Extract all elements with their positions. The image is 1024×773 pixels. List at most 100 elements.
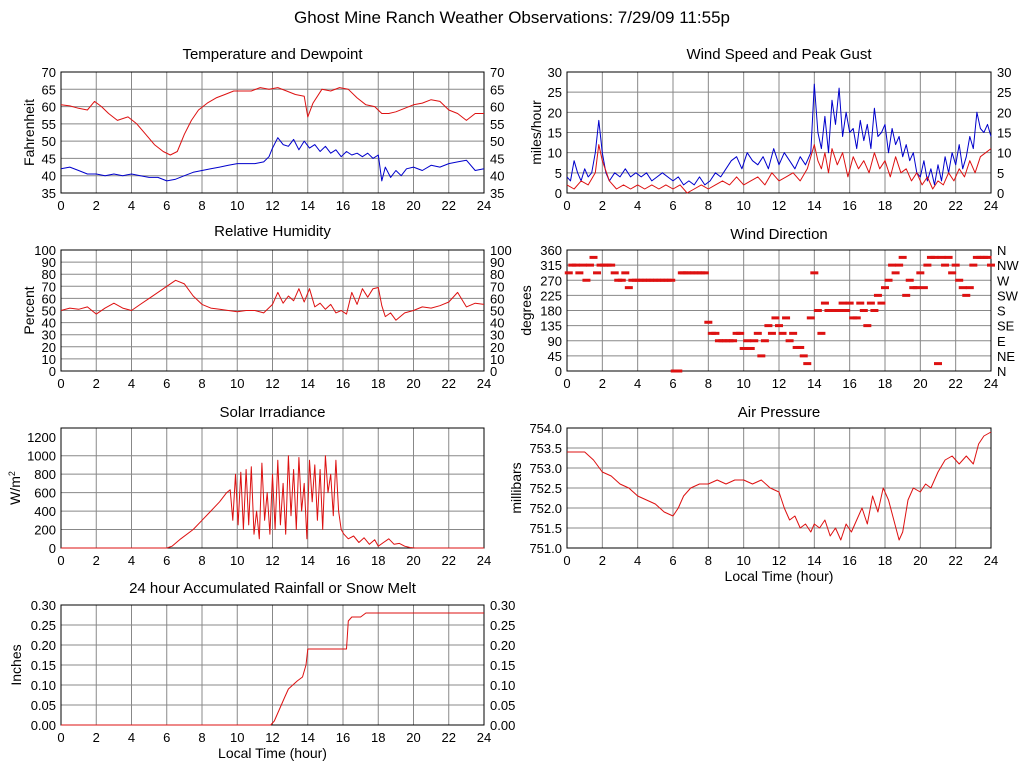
wind-ytick-label: 0: [555, 186, 562, 201]
winddir-point: [859, 309, 868, 312]
rain-xtick-label: 4: [128, 730, 135, 745]
wind-ytick-label: 20: [548, 105, 562, 120]
pressure-xlabel: Local Time (hour): [725, 568, 834, 584]
winddir-point: [958, 286, 967, 290]
winddir-ytick-label: 225: [540, 288, 562, 303]
winddir-xtick-label: 2: [599, 376, 606, 391]
solar-ytick-label: 1200: [27, 430, 56, 445]
pressure-xtick-label: 22: [948, 553, 962, 568]
wind-frame: [566, 71, 992, 194]
solar-xtick-label: 12: [265, 553, 279, 568]
wind-xtick-label: 0: [563, 198, 570, 213]
winddir-point: [813, 309, 822, 312]
rain-ytick-label: 0.05: [31, 698, 56, 713]
rain-xtick-label: 16: [336, 730, 350, 745]
winddir-xtick-label: 18: [878, 376, 892, 391]
pressure-xtick-label: 12: [772, 553, 786, 568]
winddir-xtick-label: 24: [984, 376, 998, 391]
humid-ytick-right-label: 10: [490, 352, 504, 367]
humid-xtick-label: 14: [301, 376, 315, 391]
solar-frame: [60, 427, 485, 549]
pressure-xtick-label: 20: [913, 553, 927, 568]
pressure-xtick-label: 16: [842, 553, 856, 568]
winddir-point: [750, 339, 759, 343]
pressure-xtick-label: 18: [878, 553, 892, 568]
winddir-point: [593, 271, 602, 275]
winddir-point: [888, 263, 897, 267]
winddir-point: [870, 309, 879, 312]
pressure-xtick-label: 8: [705, 553, 712, 568]
winddir-point: [617, 278, 626, 282]
rain-xtick-label: 8: [198, 730, 205, 745]
temp-series-dewpoint: [60, 137, 485, 182]
rain-xtick-label: 12: [265, 730, 279, 745]
pressure-ytick-label: 753.5: [529, 441, 562, 456]
temp-xtick-label: 12: [265, 198, 279, 213]
winddir-point: [803, 362, 812, 366]
humid-ytick-label: 20: [42, 340, 56, 355]
wind-xtick-label: 22: [948, 198, 962, 213]
solar-xtick-label: 24: [477, 553, 491, 568]
winddir-point: [902, 293, 911, 297]
winddir-point: [891, 271, 900, 275]
winddir-ytick-right-label: W: [997, 273, 1010, 288]
pressure-xtick-label: 14: [807, 553, 821, 568]
winddir-point: [585, 263, 594, 267]
solar-xtick-label: 16: [336, 553, 350, 568]
humid-ytick-right-label: 70: [490, 279, 504, 294]
rain-frame: [60, 604, 485, 726]
winddir-point: [969, 263, 978, 267]
winddir-point: [729, 339, 738, 343]
solar-ytick-label: 400: [34, 504, 56, 519]
winddir-point: [962, 293, 971, 297]
winddir-point: [582, 278, 591, 282]
temp-xtick-label: 6: [163, 198, 170, 213]
pressure-xtick-label: 0: [563, 553, 570, 568]
rain-series-rainfall: [61, 612, 484, 726]
solar-xtick-label: 4: [128, 553, 135, 568]
winddir-point: [806, 316, 815, 320]
rain-ytick-label: 0.15: [31, 658, 56, 673]
winddir-point: [937, 255, 946, 259]
wind-xtick-label: 4: [634, 198, 641, 213]
humid-ytick-right-label: 40: [490, 316, 504, 331]
winddir-ytick-label: 180: [540, 304, 562, 319]
wind-ytick-right-label: 25: [997, 85, 1011, 100]
pressure-ytick-label: 752.5: [529, 481, 562, 496]
rain-xlabel: Local Time (hour): [218, 745, 327, 761]
rain-ytick-right-label: 0.05: [490, 698, 515, 713]
humid-xtick-label: 8: [198, 376, 205, 391]
wind-ytick-right-label: 15: [997, 126, 1011, 141]
winddir-ytick-right-label: NW: [997, 258, 1019, 273]
wind-xtick-label: 16: [842, 198, 856, 213]
rain-xtick-label: 18: [371, 730, 385, 745]
temp-xtick-label: 22: [442, 198, 456, 213]
humid-ytick-label: 30: [42, 328, 56, 343]
temp-ylabel: Fahrenheit: [21, 99, 37, 166]
temp-ytick-right-label: 55: [490, 117, 504, 132]
winddir-ytick-right-label: N: [997, 364, 1006, 379]
humid-ytick-right-label: 80: [490, 267, 504, 282]
winddir-xtick-label: 22: [948, 376, 962, 391]
humid-ytick-label: 40: [42, 316, 56, 331]
pressure-ytick-label: 751.5: [529, 521, 562, 536]
winddir-point: [965, 286, 974, 290]
temp-ytick-label: 55: [42, 117, 56, 132]
temp-ytick-label: 65: [42, 82, 56, 97]
pressure-title: Air Pressure: [738, 404, 821, 421]
temp-ytick-label: 60: [42, 100, 56, 115]
humid-ytick-label: 60: [42, 291, 56, 306]
rain-ytick-label: 0.20: [31, 638, 56, 653]
winddir-xtick-label: 8: [705, 376, 712, 391]
winddir-point: [919, 286, 928, 290]
winddir-point: [895, 263, 904, 267]
winddir-point: [575, 271, 584, 275]
temp-title: Temperature and Dewpoint: [182, 46, 363, 63]
solar-ytick-label: 800: [34, 467, 56, 482]
pressure-ytick-label: 753.0: [529, 461, 562, 476]
pressure-ytick-label: 754.0: [529, 421, 562, 436]
humid-xtick-label: 4: [128, 376, 135, 391]
humid-ytick-label: 70: [42, 279, 56, 294]
